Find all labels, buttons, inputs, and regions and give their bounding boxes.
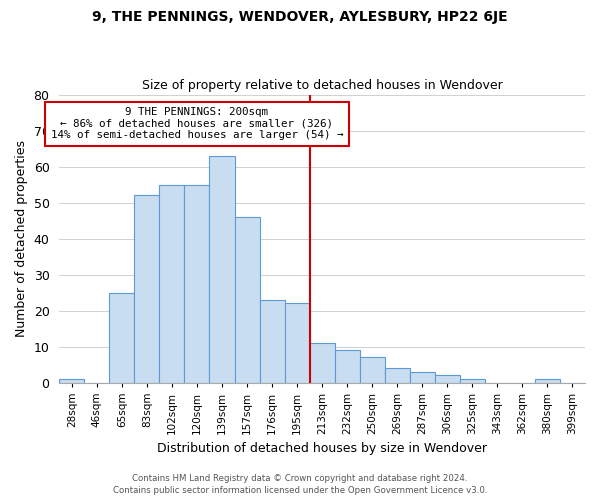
Text: Contains HM Land Registry data © Crown copyright and database right 2024.
Contai: Contains HM Land Registry data © Crown c…: [113, 474, 487, 495]
Bar: [160, 184, 184, 382]
Bar: [385, 368, 410, 382]
Bar: [310, 343, 335, 382]
Bar: [134, 196, 160, 382]
Bar: [209, 156, 235, 382]
Bar: [535, 379, 560, 382]
Text: 9, THE PENNINGS, WENDOVER, AYLESBURY, HP22 6JE: 9, THE PENNINGS, WENDOVER, AYLESBURY, HP…: [92, 10, 508, 24]
Title: Size of property relative to detached houses in Wendover: Size of property relative to detached ho…: [142, 79, 503, 92]
Bar: [235, 217, 260, 382]
Bar: [184, 184, 209, 382]
Bar: [59, 379, 85, 382]
Y-axis label: Number of detached properties: Number of detached properties: [15, 140, 28, 337]
X-axis label: Distribution of detached houses by size in Wendover: Distribution of detached houses by size …: [157, 442, 487, 455]
Bar: [260, 300, 284, 382]
Bar: [435, 376, 460, 382]
Bar: [410, 372, 435, 382]
Bar: [109, 292, 134, 382]
Bar: [460, 379, 485, 382]
Bar: [335, 350, 359, 382]
Text: 9 THE PENNINGS: 200sqm
← 86% of detached houses are smaller (326)
14% of semi-de: 9 THE PENNINGS: 200sqm ← 86% of detached…: [51, 107, 343, 140]
Bar: [284, 304, 310, 382]
Bar: [359, 358, 385, 382]
